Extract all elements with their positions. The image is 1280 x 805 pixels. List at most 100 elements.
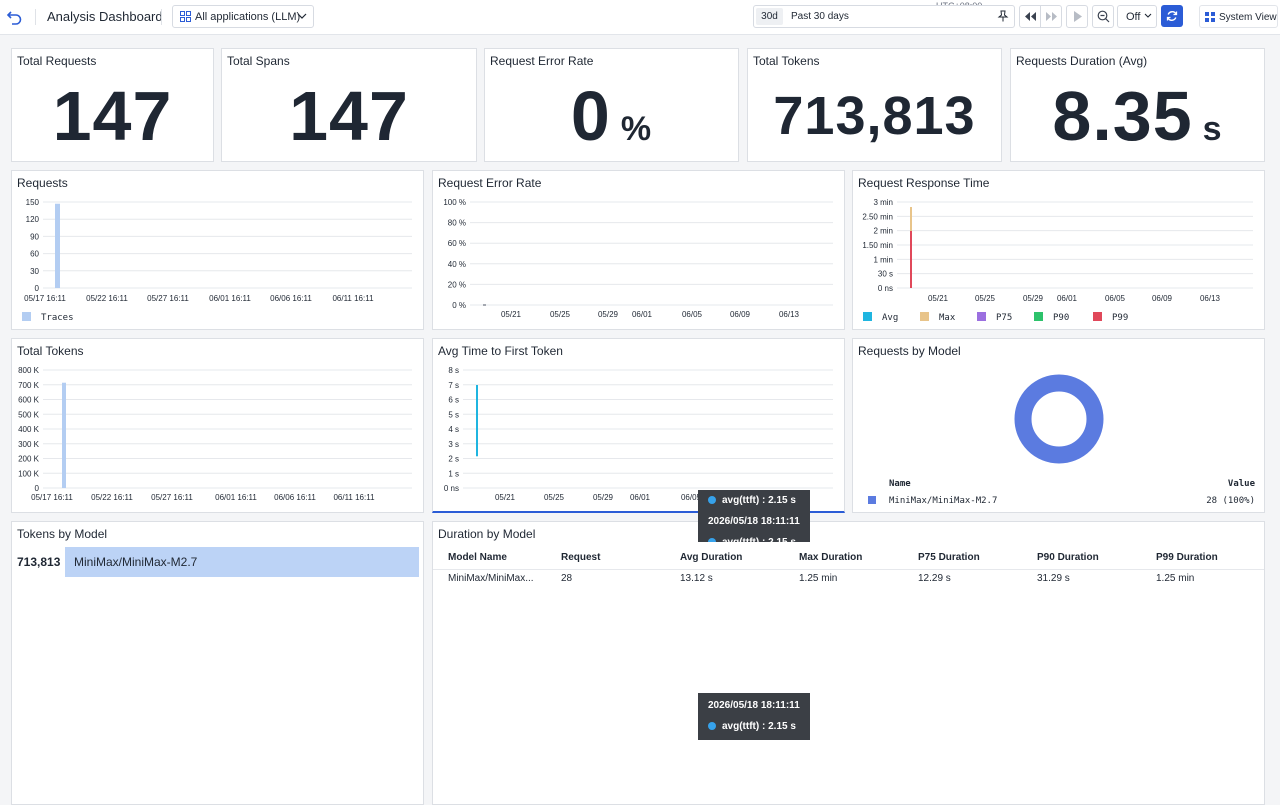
column-header[interactable]: P99 Duration — [1156, 552, 1218, 563]
stat-title: Total Tokens — [753, 54, 820, 68]
tooltip-timestamp: 2026/05/18 18:11:11 — [708, 516, 800, 527]
series-dot — [708, 496, 716, 504]
step-back-button[interactable] — [1019, 5, 1041, 28]
column-header[interactable]: Max Duration — [799, 552, 863, 563]
y-tick-label: 60 % — [448, 239, 466, 248]
y-tick-label: 0 % — [452, 301, 466, 310]
x-tick-label: 06/01 16:11 — [215, 493, 257, 502]
table-cell: 1.25 min — [799, 573, 838, 584]
x-tick-label: 05/27 16:11 — [151, 493, 193, 502]
panel-requests: Requests 150 120 90 60 30 0 05/17 16:11 05/22 1… — [11, 170, 424, 330]
y-tick-label: 0 ns — [878, 284, 893, 293]
x-tick-label: 06/13 — [779, 310, 800, 319]
x-tick-label: 06/09 — [1152, 294, 1173, 303]
response-time-chart: 3 min 2.50 min 2 min 1.50 min 1 min 30 s 0 ns 0… — [862, 198, 1253, 323]
top-toolbar: Analysis Dashboard All applications (LLM… — [0, 0, 1280, 35]
panel-title: Tokens by Model — [17, 527, 108, 541]
legend-swatch — [868, 496, 876, 504]
column-header[interactable]: Avg Duration — [680, 552, 743, 563]
x-tick-label: 05/25 — [550, 310, 571, 319]
tokens-value: 713,813 — [17, 555, 61, 569]
tooltip-metric: avg(ttft) : 2.15 s — [722, 721, 796, 732]
stat-title: Total Spans — [227, 54, 290, 68]
table-row[interactable]: MiniMax/MiniMax... 28 13.12 s 1.25 min 1… — [433, 573, 1264, 591]
refresh-icon — [1166, 11, 1178, 21]
table-cell: 13.12 s — [680, 573, 713, 584]
y-tick-label: 90 — [30, 232, 39, 241]
application-select[interactable]: All applications (LLM) — [172, 5, 314, 28]
y-tick-label: 20 % — [448, 280, 466, 289]
column-header[interactable]: Model Name — [448, 552, 507, 563]
tokens-bar[interactable]: MiniMax/MiniMax-M2.7 — [65, 547, 419, 577]
dashboard-icon — [1205, 12, 1215, 22]
x-tick-label: 06/05 — [1105, 294, 1126, 303]
time-range-picker[interactable]: 30d Past 30 days — [753, 5, 1015, 28]
y-tick-label: 60 — [30, 250, 39, 259]
rewind-icon — [1025, 12, 1036, 21]
requests-chart: 150 120 90 60 30 005/17 16:11 05/22 16:11 05/27… — [22, 198, 412, 323]
toolbar-divider — [35, 9, 36, 25]
chart-tooltip: avg(ttft) : 2.15 s 2026/05/18 18:11:11 a… — [698, 490, 810, 542]
x-tick-label: 05/27 16:11 — [147, 294, 189, 303]
x-tick-label: 06/06 16:11 — [274, 493, 316, 502]
panel-requests-by-model: Requests by Model Name Value MiniMax/MiniM… — [852, 338, 1265, 513]
y-tick-label: 3 s — [448, 440, 459, 449]
time-range-badge: 30d — [756, 8, 783, 25]
grid-icon — [180, 11, 191, 22]
x-tick-label: 06/01 16:11 — [209, 294, 251, 303]
x-tick-label: 06/13 — [1200, 294, 1221, 303]
series-dot — [708, 538, 716, 542]
legend-label: P99 — [1112, 313, 1128, 323]
y-tick-label: 2 s — [448, 455, 459, 464]
stat-unit: s — [1202, 110, 1223, 148]
legend-swatch — [863, 312, 872, 321]
table-cell: MiniMax/MiniMax... — [448, 573, 534, 584]
legend-value: 28 (100%) — [1206, 496, 1255, 506]
refresh-button[interactable] — [1161, 5, 1183, 27]
panel-tokens-by-model: Tokens by Model 713,813 MiniMax/MiniMax-… — [11, 521, 424, 805]
panel-title: Total Tokens — [17, 344, 84, 358]
y-tick-label: 150 — [26, 198, 40, 207]
panel-duration-by-model: Duration by Model Model Name Request Avg… — [432, 521, 1265, 805]
tooltip-row: avg(ttft) : 2.15 s — [708, 490, 800, 511]
panel-title: Request Error Rate — [438, 176, 542, 190]
bar-traces — [55, 203, 60, 288]
refresh-interval-select[interactable]: Off — [1117, 5, 1157, 28]
table-cell: 12.29 s — [918, 573, 951, 584]
y-tick-label: 120 — [26, 215, 40, 224]
y-tick-label: 6 s — [448, 396, 459, 405]
play-button[interactable] — [1066, 5, 1088, 28]
x-tick-label: 05/17 16:11 — [24, 294, 66, 303]
column-header[interactable]: P90 Duration — [1037, 552, 1099, 563]
system-view-label: System View — [1219, 12, 1277, 23]
system-view-button[interactable]: System View — [1199, 5, 1278, 28]
column-header[interactable]: Request — [561, 552, 601, 563]
x-tick-label: 05/29 — [1023, 294, 1044, 303]
legend-header: Value — [1228, 479, 1256, 489]
legend-label: MiniMax/MiniMax-M2.7 — [889, 496, 997, 506]
y-tick-label: 2.50 min — [862, 212, 893, 221]
stat-value: 713,813 — [773, 86, 976, 146]
y-tick-label: 4 s — [448, 425, 459, 434]
legend-swatch — [22, 312, 31, 321]
bar-tokens — [62, 382, 66, 488]
panel-response-time: Request Response Time 3 min 2.50 min 2 min… — [852, 170, 1265, 330]
step-forward-button[interactable] — [1040, 5, 1062, 28]
legend-swatch — [920, 312, 929, 321]
stat-total-tokens: Total Tokens 713,813 — [747, 48, 1002, 162]
pin-icon[interactable] — [996, 9, 1010, 23]
x-tick-label: 05/17 16:11 — [31, 493, 73, 502]
y-tick-label: 1 min — [873, 255, 893, 264]
legend-label: P90 — [1053, 313, 1069, 323]
tooltip-row: avg(ttft) : 2.15 s — [708, 716, 800, 737]
chevron-down-icon — [1144, 13, 1152, 18]
x-tick-label: 05/25 — [544, 493, 565, 502]
column-header[interactable]: P75 Duration — [918, 552, 980, 563]
zoom-out-button[interactable] — [1092, 5, 1114, 28]
back-icon[interactable] — [6, 8, 24, 26]
zoom-out-icon — [1097, 10, 1110, 23]
x-tick-label: 05/21 — [928, 294, 949, 303]
table-cell: 31.29 s — [1037, 573, 1070, 584]
x-tick-label: 05/21 — [495, 493, 516, 502]
page-title: Analysis Dashboard — [47, 9, 163, 24]
